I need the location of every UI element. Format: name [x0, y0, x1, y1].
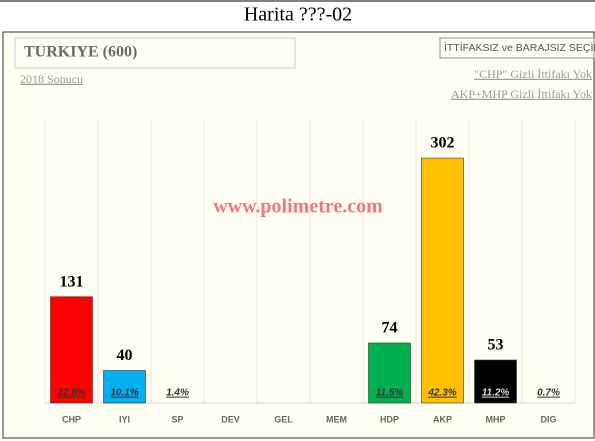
bar [421, 157, 464, 404]
percent-label: 11.2% [482, 388, 510, 399]
subtitle: TURKIYE (600) [24, 44, 137, 61]
bar [103, 370, 146, 404]
scenario-box [439, 37, 595, 59]
x-tick-label: GEL [274, 414, 293, 424]
bars: 131 22.8% CHP 40 10.1% IYI 1.4% SP DEV GEL MEM 74 11… [50, 135, 560, 424]
value-label: 40 [117, 347, 133, 364]
chart-title: Harita ???-02 [244, 4, 352, 26]
scenario-note: AKP+MHP Gizli İttifakı Yok [451, 87, 592, 101]
bar [50, 296, 93, 404]
x-tick-label: DEV [221, 414, 240, 424]
scenario: İTTİFAKSIZ ve BARAJSIZ SEÇİM [444, 41, 595, 54]
x-tick-label: CHP [62, 414, 81, 424]
x-tick-label: AKP [433, 414, 452, 424]
x-tick-label: HDP [380, 414, 399, 424]
percent-label: 11.5% [376, 388, 404, 399]
percent-label: 1.4% [166, 388, 189, 399]
bar [368, 342, 411, 404]
percent-label: 42.3% [427, 388, 456, 399]
watermark: www.polimetre.com [213, 196, 383, 218]
percent-label: 0.7% [537, 388, 560, 399]
percent-label: 10.1% [110, 388, 138, 399]
bar [474, 359, 517, 404]
x-tick-label: MEM [326, 414, 347, 424]
value-label: 53 [488, 337, 504, 354]
subtitle-box [14, 37, 296, 69]
note: 2018 Sonucu [20, 72, 83, 86]
x-tick-label: IYI [119, 414, 130, 424]
value-label: 302 [431, 135, 455, 152]
value-label: 74 [382, 320, 398, 337]
x-tick-label: MHP [486, 414, 506, 424]
percent-label: 22.8% [56, 388, 85, 399]
scenario-note: "CHP" Gizli İttifakı Yok [474, 67, 592, 81]
x-tick-label: DIG [540, 414, 556, 424]
x-tick-label: SP [171, 414, 183, 424]
value-label: 131 [60, 273, 84, 290]
